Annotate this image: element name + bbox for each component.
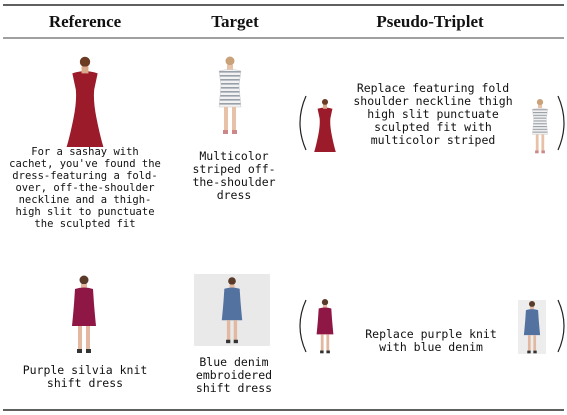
target-caption: Multicolor striped off-the-shoulder dres… [192, 149, 276, 202]
paren-right [557, 95, 565, 151]
paren-left [299, 299, 307, 353]
header-target: Target [211, 12, 259, 31]
triplet-target-image [531, 98, 549, 154]
target-image [218, 56, 242, 135]
paren-left [299, 95, 307, 151]
paren-right [557, 299, 565, 353]
reference-image [66, 56, 104, 147]
header-reference: Reference [48, 12, 122, 31]
triplet-reference-image [316, 299, 334, 354]
target-caption: Blue denim embroidered shift dress [195, 355, 273, 395]
triplet-reference-image [314, 99, 336, 152]
reference-caption: Purple silvia knit shift dress [22, 363, 148, 390]
header-triplet: Pseudo-Triplet [376, 12, 484, 31]
reference-image [72, 275, 96, 353]
triplet-caption: Replace featuring fold shoulder neckline… [353, 81, 513, 147]
triplet-caption: Replace purple knit with blue denim [365, 327, 497, 354]
reference-caption: For a sashay with cachet, you've found t… [9, 146, 161, 230]
